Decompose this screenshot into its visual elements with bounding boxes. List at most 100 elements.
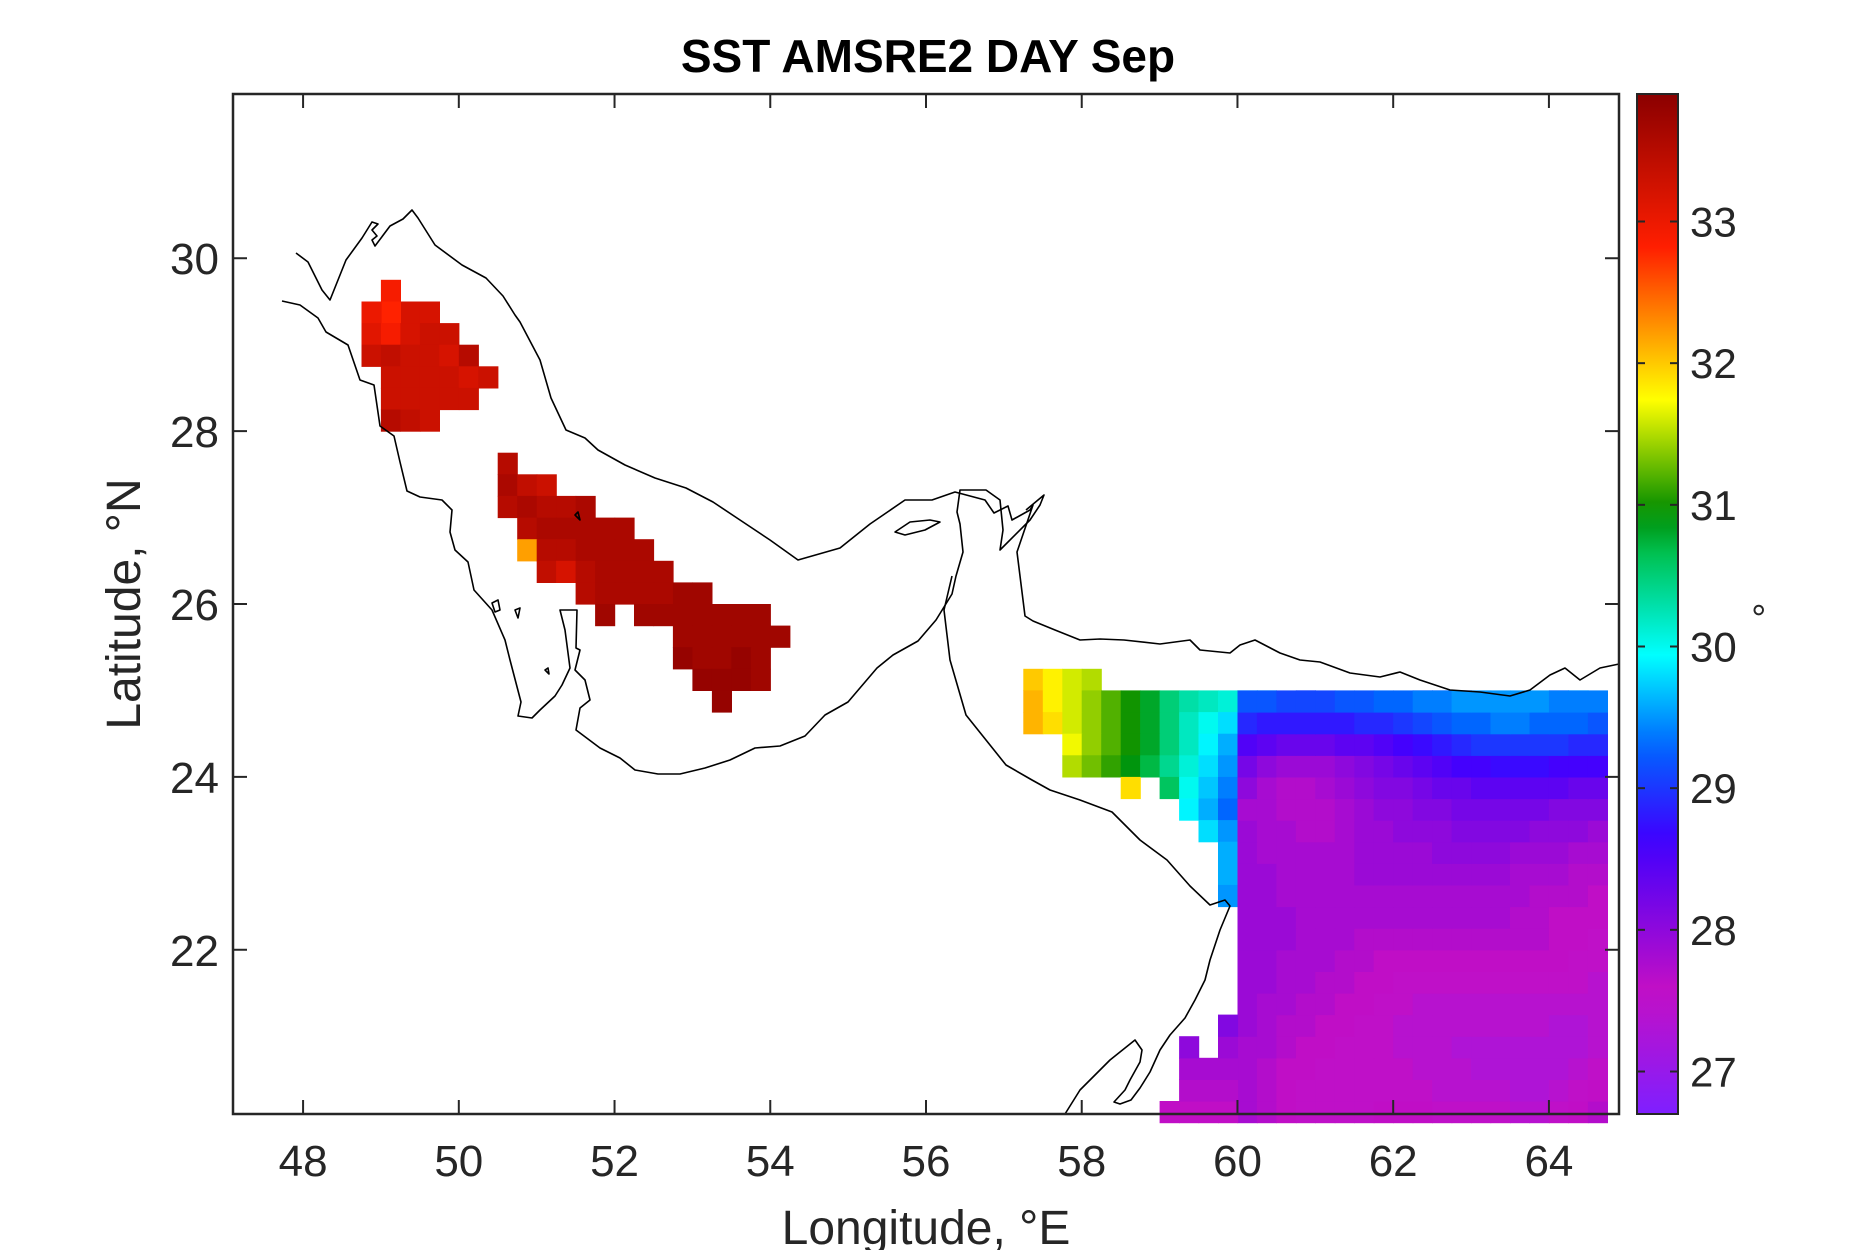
sst-cell — [419, 301, 440, 324]
sst-cell — [1490, 1101, 1511, 1124]
sst-cell — [1373, 993, 1394, 1016]
sst-cell — [1373, 712, 1394, 735]
sst-cell — [1548, 906, 1569, 929]
sst-cell — [1081, 755, 1102, 778]
sst-cell — [1412, 776, 1433, 800]
sst-cell — [1315, 776, 1336, 800]
sst-cell — [1568, 776, 1589, 800]
sst-cell — [1354, 863, 1375, 886]
sst-cell — [517, 474, 538, 497]
sst-cell — [400, 344, 421, 367]
sst-cell — [380, 301, 401, 324]
sst-cell — [1334, 712, 1355, 735]
sst-cell — [750, 625, 771, 648]
sst-cell — [731, 604, 752, 627]
sst-cell — [1510, 712, 1531, 735]
sst-cell — [672, 625, 693, 648]
sst-cell — [1237, 776, 1258, 800]
sst-cell — [1451, 690, 1472, 713]
sst-cell — [1334, 993, 1355, 1016]
sst-cell — [1198, 798, 1219, 821]
sst-cell — [1529, 733, 1550, 756]
coastline-iran-gulf — [295, 209, 1620, 697]
sst-cell — [750, 647, 771, 670]
sst-cell — [1373, 776, 1394, 800]
sst-cell — [1256, 820, 1277, 843]
colorbar — [1637, 94, 1678, 1114]
sst-cell — [731, 668, 752, 691]
sst-cell — [1237, 712, 1258, 735]
sst-cell — [1587, 798, 1608, 821]
sst-cell — [1529, 993, 1550, 1016]
sst-cell — [1276, 993, 1297, 1016]
sst-cell — [1529, 820, 1550, 843]
x-tick-label: 60 — [1213, 1137, 1262, 1186]
sst-cell — [1471, 690, 1492, 713]
sst-cell — [1548, 690, 1569, 713]
sst-cell — [1218, 884, 1239, 908]
sst-cell — [1393, 1057, 1414, 1080]
sst-cell — [1256, 906, 1277, 929]
sst-cell — [575, 517, 596, 540]
sst-cell — [1276, 690, 1297, 713]
sst-cell — [1062, 712, 1083, 735]
sst-cell — [1237, 690, 1258, 713]
sst-cell — [1315, 1014, 1336, 1037]
sst-cell — [1062, 755, 1083, 778]
sst-cell — [1568, 712, 1589, 735]
sst-cell — [1373, 820, 1394, 843]
colorbar-tick-label: 30 — [1690, 624, 1737, 671]
coastline-arabia-gulf — [281, 300, 1045, 775]
sst-cell — [595, 517, 616, 540]
sst-cell — [1471, 863, 1492, 886]
sst-cell — [1198, 1101, 1219, 1124]
sst-cell — [1237, 733, 1258, 756]
sst-cell — [1373, 841, 1394, 864]
sst-cell — [1471, 798, 1492, 821]
sst-cell — [1393, 928, 1414, 951]
sst-cell — [1451, 820, 1472, 843]
sst-cell — [1451, 776, 1472, 800]
sst-cell — [1295, 841, 1316, 864]
sst-cell — [1510, 776, 1531, 800]
sst-cell — [1548, 712, 1569, 735]
sst-cell — [1451, 1079, 1472, 1102]
sst-cell — [1256, 841, 1277, 864]
sst-cell — [1510, 1036, 1531, 1059]
sst-cell — [1587, 949, 1608, 972]
sst-cell — [1568, 906, 1589, 929]
sst-cell — [1529, 1101, 1550, 1124]
sst-cell — [1373, 1101, 1394, 1124]
sst-cell — [1276, 1079, 1297, 1102]
sst-cell — [361, 344, 382, 367]
sst-cell — [1237, 798, 1258, 821]
sst-cell — [1315, 863, 1336, 886]
sst-cell — [1334, 841, 1355, 864]
sst-cell — [1412, 798, 1433, 821]
sst-cell — [400, 301, 421, 324]
sst-cell — [1295, 733, 1316, 756]
sst-cell — [1179, 712, 1200, 735]
sst-cell — [1023, 668, 1044, 691]
sst-cell — [419, 387, 440, 411]
sst-cell — [1295, 1101, 1316, 1124]
sst-cell — [1237, 993, 1258, 1016]
sst-cell — [1256, 993, 1277, 1016]
sst-cell — [1432, 1036, 1453, 1059]
sst-cell — [1529, 1079, 1550, 1102]
sst-cell — [400, 323, 421, 346]
sst-cell — [1179, 1101, 1200, 1124]
sst-cell — [1159, 776, 1180, 800]
sst-cell — [1471, 971, 1492, 994]
sst-cell — [517, 495, 538, 519]
sst-cell — [1451, 755, 1472, 778]
sst-cell — [1218, 841, 1239, 864]
sst-cell — [1140, 755, 1161, 778]
sst-cell — [439, 323, 460, 346]
sst-cell — [1393, 1036, 1414, 1059]
sst-cell — [1276, 755, 1297, 778]
sst-cell — [1081, 668, 1102, 691]
sst-cell — [1412, 949, 1433, 972]
sst-cell — [1587, 1014, 1608, 1037]
sst-cell — [1295, 690, 1316, 713]
